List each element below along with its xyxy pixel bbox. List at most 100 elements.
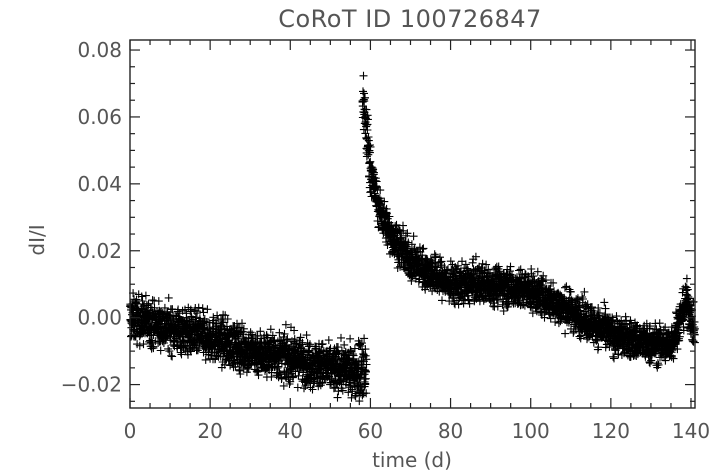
data-point (318, 339, 327, 348)
data-point (403, 242, 412, 251)
data-point (516, 265, 525, 274)
data-point (283, 334, 292, 343)
data-point (201, 355, 210, 364)
data-point (235, 323, 244, 332)
data-point (154, 297, 163, 306)
data-point (612, 312, 621, 321)
data-point (185, 317, 194, 326)
data-point (366, 142, 375, 151)
data-point (198, 304, 207, 313)
data-point (254, 371, 263, 380)
data-point (333, 393, 342, 402)
data-point (371, 174, 380, 183)
data-point (689, 337, 698, 346)
data-point (346, 334, 355, 343)
data-point (355, 397, 364, 406)
data-point (306, 383, 315, 392)
data-point (404, 238, 413, 247)
data-point (132, 295, 141, 304)
x-axis-label: time (d) (372, 448, 452, 471)
data-point (446, 257, 455, 266)
data-point (149, 344, 158, 353)
data-point (453, 261, 462, 270)
data-point (138, 297, 147, 305)
x-tick-label: 60 (358, 419, 383, 443)
data-point (338, 386, 347, 395)
data-point (365, 148, 374, 157)
data-point (238, 319, 246, 328)
data-point (362, 105, 371, 114)
data-point (141, 291, 150, 300)
data-point (171, 311, 180, 320)
data-point (275, 328, 284, 337)
data-points (126, 71, 699, 406)
data-point (193, 307, 202, 316)
data-point (482, 260, 491, 269)
data-point (139, 340, 148, 349)
data-point (348, 387, 357, 396)
data-point (362, 389, 371, 398)
data-point (361, 374, 370, 383)
x-tick-label: 120 (592, 419, 630, 443)
data-point (363, 115, 372, 124)
data-point (431, 252, 440, 261)
data-point (139, 302, 148, 311)
chart-title: CoRoT ID 100726847 (278, 5, 542, 33)
data-point (156, 346, 165, 355)
y-tick-label: 0.02 (77, 239, 122, 263)
data-point (268, 331, 277, 340)
data-point (365, 158, 374, 167)
x-tick-label: 140 (672, 419, 709, 443)
data-point (137, 292, 146, 301)
data-point (461, 260, 470, 269)
data-point (561, 283, 569, 292)
data-point (359, 71, 368, 80)
x-tick-label: 100 (512, 419, 550, 443)
data-point (256, 327, 265, 336)
data-point (308, 385, 317, 394)
data-point (561, 329, 570, 338)
data-point (164, 293, 173, 302)
data-point (279, 381, 288, 390)
data-point (286, 377, 295, 386)
data-point (364, 136, 373, 145)
data-point (148, 296, 157, 305)
data-point (465, 299, 474, 308)
data-point (290, 326, 299, 335)
data-point (213, 311, 222, 320)
data-point (135, 341, 144, 350)
data-point (223, 315, 232, 323)
data-point (235, 365, 244, 374)
data-point (360, 366, 369, 375)
data-point (356, 340, 364, 349)
data-point (610, 354, 618, 363)
y-axis-label: dI/I (25, 224, 49, 255)
data-point (418, 245, 427, 254)
data-point (362, 135, 371, 144)
data-point (219, 318, 228, 327)
data-point (293, 383, 302, 392)
data-point (361, 345, 370, 354)
data-point (186, 305, 195, 314)
data-point (360, 89, 368, 98)
data-point (372, 182, 380, 191)
data-point (191, 313, 200, 322)
data-point (280, 329, 289, 338)
data-point (239, 324, 248, 333)
data-point (600, 298, 609, 307)
data-point (361, 93, 369, 102)
data-point (397, 233, 406, 242)
x-axis: 0 20 40 60 80 100 120 140 (124, 40, 709, 443)
data-point (392, 220, 401, 229)
data-point (454, 300, 463, 309)
data-point (363, 126, 372, 134)
data-point (433, 286, 442, 294)
data-point (229, 357, 238, 366)
data-point (220, 360, 229, 369)
data-point (144, 299, 153, 308)
data-point (290, 335, 299, 344)
data-point (165, 347, 174, 356)
data-point (332, 347, 341, 356)
data-point (376, 186, 385, 195)
